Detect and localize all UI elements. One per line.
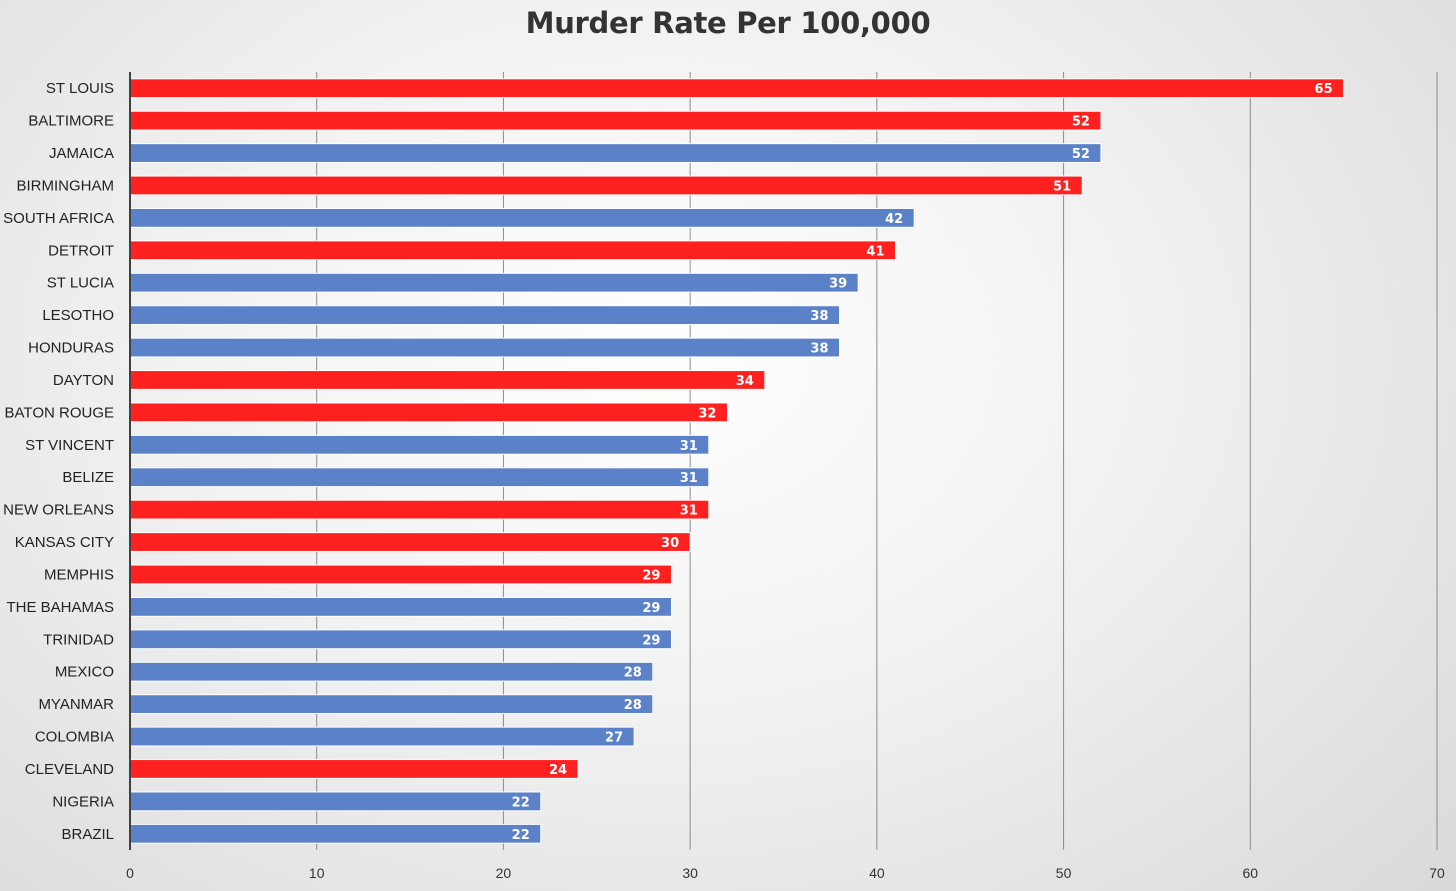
data-label: 32 bbox=[698, 406, 716, 421]
bar-baltimore bbox=[129, 110, 1102, 131]
bar-jamaica bbox=[129, 143, 1102, 163]
data-label: 31 bbox=[680, 471, 698, 486]
x-tick-label: 10 bbox=[309, 865, 325, 881]
data-label: 29 bbox=[642, 568, 660, 583]
data-label: 22 bbox=[512, 828, 530, 843]
category-label: THE BAHAMAS bbox=[6, 599, 114, 616]
category-label: NIGERIA bbox=[52, 793, 114, 810]
data-label: 31 bbox=[680, 504, 698, 519]
bar-myanmar bbox=[129, 694, 654, 715]
x-tick-label: 60 bbox=[1242, 865, 1258, 881]
x-tick-label: 0 bbox=[126, 865, 134, 881]
category-label: MEXICO bbox=[55, 664, 114, 681]
data-label: 65 bbox=[1315, 82, 1333, 97]
x-tick-label: 70 bbox=[1429, 865, 1445, 881]
category-labels: ST LOUIS BALTIMORE JAMAICA BIRMINGHAM SOUTH … bbox=[3, 80, 114, 843]
data-label: 39 bbox=[829, 277, 847, 292]
bar-south-africa bbox=[129, 207, 915, 228]
bar-birmingham bbox=[129, 175, 1083, 196]
data-labels: 65 52 52 51 42 41 39 38 38 34 32 31 31 31 30 29 29 29 28 28… bbox=[512, 82, 1333, 843]
bar-nigeria bbox=[129, 791, 542, 812]
category-label: DETROIT bbox=[48, 242, 114, 259]
data-label: 28 bbox=[624, 666, 642, 681]
category-label: TRINIDAD bbox=[43, 631, 114, 648]
bar-detroit bbox=[129, 240, 897, 261]
bar-brazil bbox=[129, 823, 542, 844]
chart-title: Murder Rate Per 100,000 bbox=[525, 6, 931, 40]
bar-trinidad bbox=[129, 629, 672, 650]
data-label: 41 bbox=[866, 244, 884, 259]
bar-memphis bbox=[129, 564, 672, 585]
data-label: 29 bbox=[642, 601, 660, 616]
category-label: ST LOUIS bbox=[46, 80, 114, 97]
category-label: BATON ROUGE bbox=[5, 404, 114, 421]
category-label: MYANMAR bbox=[38, 696, 114, 713]
bar-new-orleans bbox=[129, 499, 710, 520]
bar-kansas-city bbox=[129, 532, 691, 552]
data-label: 27 bbox=[605, 731, 623, 746]
bar-colombia bbox=[129, 726, 635, 747]
gridlines bbox=[316, 72, 1438, 850]
category-label: SOUTH AFRICA bbox=[3, 210, 114, 227]
category-label: NEW ORLEANS bbox=[3, 502, 114, 519]
bar-st-vincent bbox=[129, 434, 710, 455]
category-label: KANSAS CITY bbox=[15, 534, 114, 551]
data-label: 38 bbox=[810, 309, 828, 324]
data-label: 28 bbox=[624, 698, 642, 713]
category-label: MEMPHIS bbox=[44, 566, 114, 583]
category-label: ST VINCENT bbox=[25, 437, 114, 454]
category-label: JAMAICA bbox=[49, 145, 114, 162]
x-tick-label: 50 bbox=[1056, 865, 1072, 881]
category-label: HONDURAS bbox=[28, 340, 114, 357]
data-label: 24 bbox=[549, 763, 567, 778]
bar-cleveland bbox=[129, 759, 579, 779]
data-label: 38 bbox=[810, 342, 828, 357]
data-label: 30 bbox=[661, 536, 679, 551]
category-label: BALTIMORE bbox=[28, 113, 114, 130]
category-label: COLOMBIA bbox=[35, 729, 114, 746]
bars bbox=[129, 78, 1345, 844]
data-label: 31 bbox=[680, 439, 698, 454]
category-label: BRAZIL bbox=[61, 826, 114, 843]
x-tick-label: 20 bbox=[496, 865, 512, 881]
category-label: LESOTHO bbox=[42, 307, 114, 324]
category-label: BELIZE bbox=[62, 469, 114, 486]
bar-baton-rouge bbox=[129, 402, 728, 423]
bar-mexico bbox=[129, 661, 654, 682]
bar-honduras bbox=[129, 337, 841, 358]
x-tick-labels: 0 10 20 30 40 50 60 70 bbox=[126, 865, 1445, 881]
data-label: 52 bbox=[1072, 115, 1090, 130]
data-label: 29 bbox=[642, 633, 660, 648]
data-label: 34 bbox=[736, 374, 754, 389]
data-label: 52 bbox=[1072, 147, 1090, 162]
bar-belize bbox=[129, 467, 710, 488]
category-label: DAYTON bbox=[53, 372, 114, 389]
category-label: CLEVELAND bbox=[25, 761, 114, 778]
category-label: BIRMINGHAM bbox=[17, 177, 115, 194]
data-label: 42 bbox=[885, 212, 903, 227]
data-label: 22 bbox=[512, 795, 530, 810]
bar-lesotho bbox=[129, 305, 841, 326]
bar-st-louis bbox=[129, 78, 1345, 99]
category-label: ST LUCIA bbox=[47, 275, 114, 292]
x-tick-label: 40 bbox=[869, 865, 885, 881]
data-label: 51 bbox=[1053, 179, 1071, 194]
x-tick-label: 30 bbox=[682, 865, 698, 881]
bar-st-lucia bbox=[129, 272, 859, 293]
bar-the-bahamas bbox=[129, 596, 672, 617]
bar-dayton bbox=[129, 370, 766, 390]
